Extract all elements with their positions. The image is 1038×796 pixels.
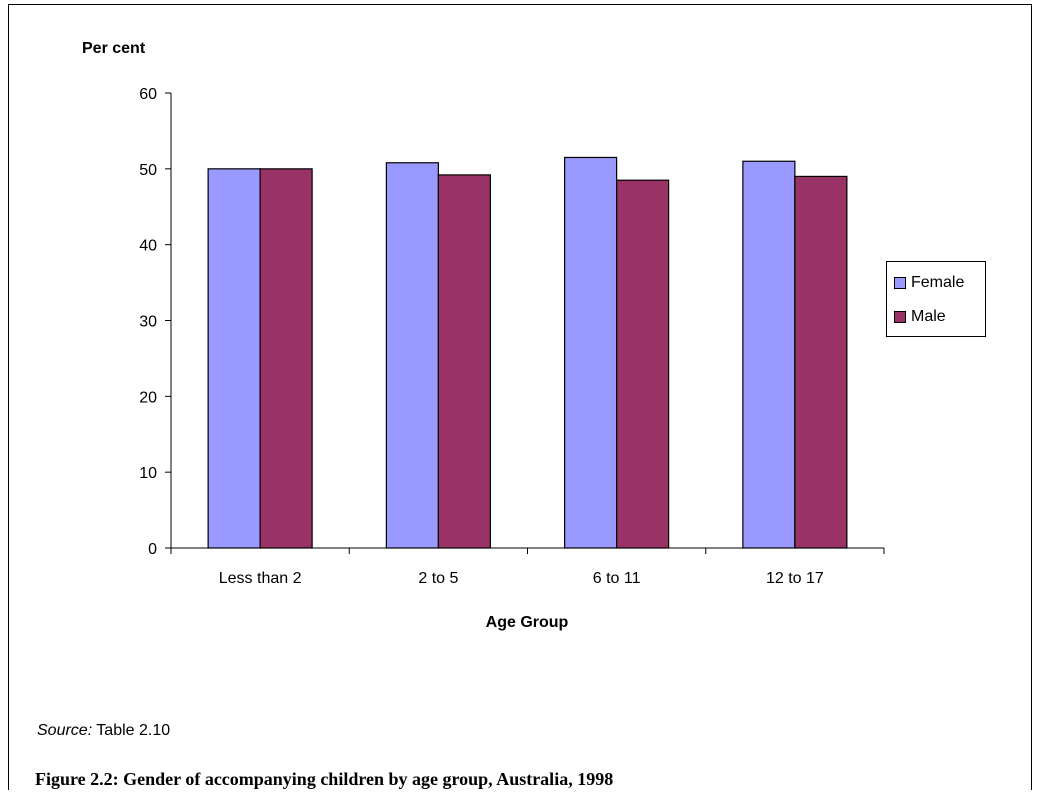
y-axis-title: Per cent (82, 40, 146, 57)
bar-male-1 (437, 174, 491, 549)
legend-label-male: Male (911, 308, 946, 325)
y-tick-label: 0 (148, 541, 157, 558)
x-axis: Less than 2 2 to 5 6 to 11 12 to 17 (170, 547, 885, 587)
male-swatch-icon (894, 311, 906, 323)
bar-female-2 (564, 156, 618, 549)
y-tick-label: 60 (139, 86, 157, 103)
bar-male-2 (616, 179, 670, 549)
x-axis-title: Age Group (486, 614, 569, 631)
y-tick-label: 10 (139, 465, 157, 482)
source-text: Table 2.10 (92, 722, 171, 739)
y-tick-label: 50 (139, 162, 157, 179)
x-tick-label: 6 to 11 (593, 570, 641, 587)
figure-caption: Figure 2.2: Gender of accompanying child… (35, 769, 614, 789)
legend-item-female: Female (894, 273, 964, 293)
y-axis: 0 10 20 30 40 50 60 (139, 86, 172, 558)
y-tick-label: 20 (139, 389, 157, 406)
y-tick-label: 30 (139, 314, 157, 331)
x-tick-label: 12 to 17 (766, 570, 824, 587)
x-tick-label: 2 to 5 (418, 570, 458, 587)
bar-female-1 (385, 162, 439, 549)
source-label: Source: (37, 722, 93, 739)
bar-male-0 (259, 168, 313, 549)
legend: Female Male (886, 261, 986, 337)
bars-group (207, 156, 848, 549)
y-tick-label: 40 (139, 238, 157, 255)
bar-female-3 (742, 160, 796, 549)
x-tick-label: Less than 2 (219, 570, 302, 587)
female-swatch-icon (894, 277, 906, 289)
figure-frame (8, 4, 1032, 790)
bar-male-3 (794, 175, 848, 549)
source-note: Source: Table 2.10 (37, 722, 170, 740)
bar-female-0 (207, 168, 261, 549)
legend-item-male: Male (894, 307, 946, 327)
legend-label-female: Female (911, 274, 965, 291)
